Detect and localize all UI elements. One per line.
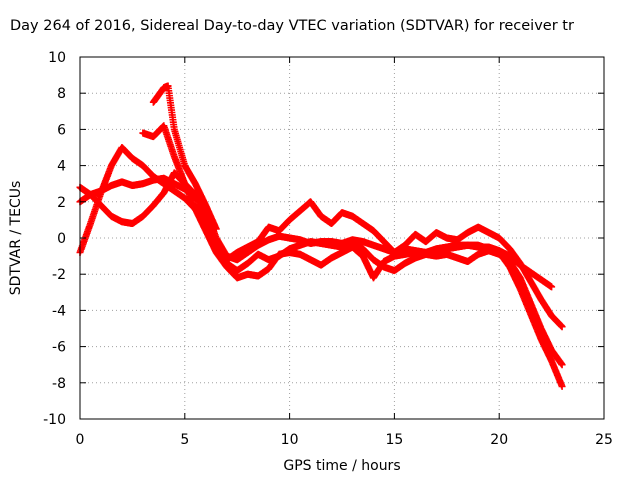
plot-background: [80, 57, 604, 419]
y-tick-label: 2: [57, 195, 66, 211]
x-tick-label: 0: [76, 432, 85, 448]
data-series: [139, 122, 566, 331]
data-point: [212, 225, 220, 233]
x-tick-label: 5: [180, 432, 189, 448]
y-tick-label: 6: [57, 122, 66, 138]
y-tick-label: -10: [43, 412, 66, 428]
x-tick-label: 20: [490, 432, 508, 448]
y-tick-label: 4: [57, 159, 66, 175]
tick-labels: 0 5 10 15 20 25 -10 -8 -6 -4 -2 0 2 4 6 8 10: [43, 50, 613, 448]
data-point: [558, 323, 566, 331]
y-tick-label: -8: [52, 376, 66, 392]
y-tick-label: -2: [52, 267, 66, 283]
y-tick-label: -6: [52, 340, 66, 356]
y-tick-label: -4: [52, 303, 66, 319]
data-point: [548, 283, 556, 291]
y-tick-label: 10: [48, 50, 66, 66]
y-tick-label: 0: [57, 231, 66, 247]
data-series: [149, 82, 220, 233]
x-axis-label: GPS time / hours: [283, 458, 400, 474]
chart-title: Day 264 of 2016, Sidereal Day-to-day VTE…: [10, 18, 574, 34]
x-tick-label: 15: [385, 432, 403, 448]
y-axis-label: SDTVAR / TECUs: [8, 181, 24, 296]
data-point: [558, 382, 566, 390]
data-layer: [76, 82, 566, 390]
x-tick-label: 10: [281, 432, 299, 448]
ticks: [79, 56, 605, 420]
y-tick-label: 8: [57, 86, 66, 102]
x-tick-label: 25: [595, 432, 613, 448]
data-point: [558, 361, 566, 369]
